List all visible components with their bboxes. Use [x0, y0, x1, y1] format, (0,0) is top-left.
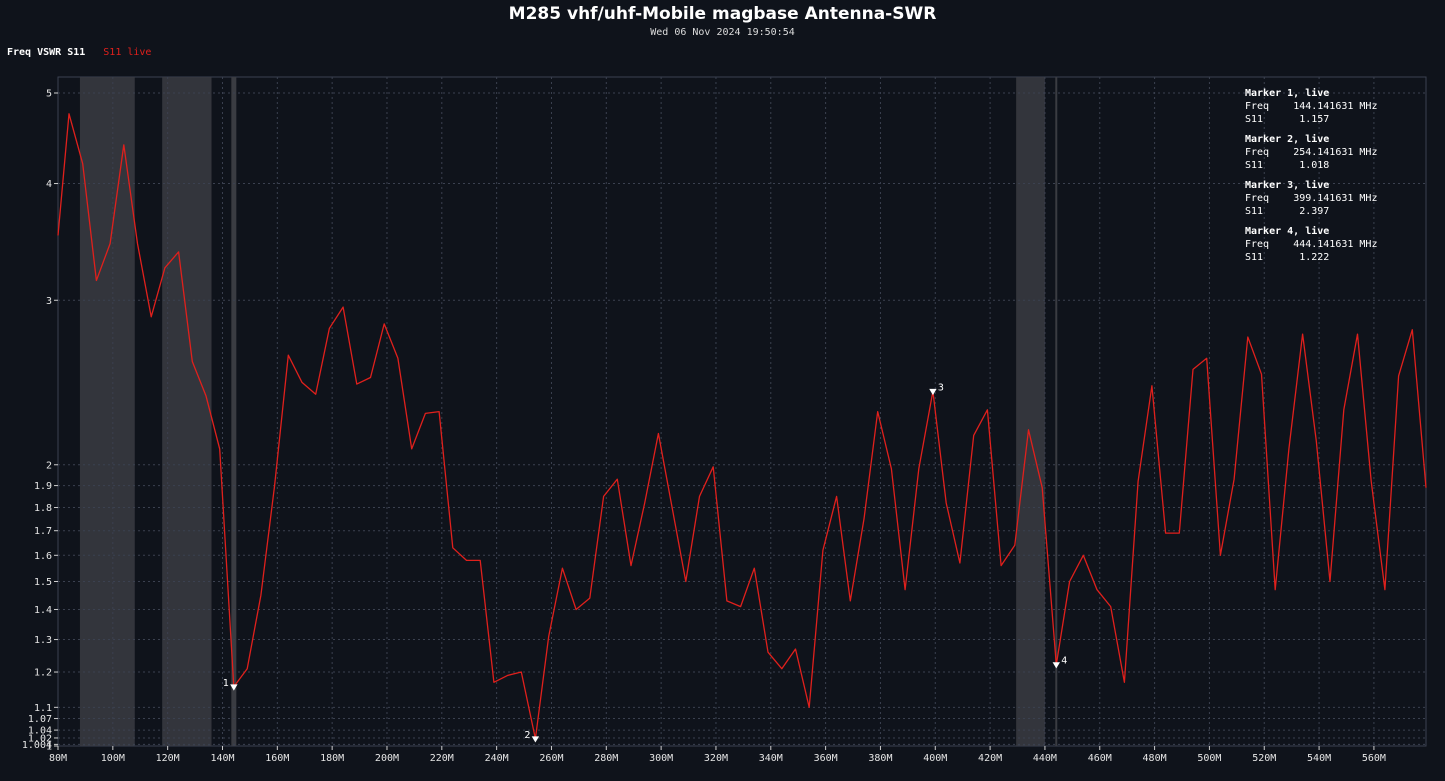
y-tick-label: 3: [46, 296, 52, 307]
x-tick-label: 240M: [485, 753, 509, 764]
x-tick-label: 480M: [1143, 753, 1167, 764]
y-tick-label: 1.7: [34, 526, 52, 537]
marker-title: Marker 2, live: [1245, 134, 1330, 145]
y-tick-label: 1.07: [28, 714, 52, 725]
y-tick-label: 1.8: [34, 503, 52, 514]
s11-value: 1.018: [1299, 160, 1330, 171]
marker-4-point: [1052, 662, 1060, 669]
series-layer: [57, 113, 1427, 740]
marker-1-label: 1: [223, 678, 229, 689]
x-tick-label: 380M: [868, 753, 892, 764]
x-tick-label: 320M: [704, 753, 728, 764]
freq-value: 444.141631 MHz: [1293, 239, 1378, 250]
x-tick-label: 500M: [1197, 753, 1221, 764]
x-tick-label: 440M: [1033, 753, 1057, 764]
s11-label: S11: [1245, 160, 1264, 171]
freq-value: 399.141631 MHz: [1293, 193, 1378, 204]
x-tick-label: 100M: [101, 753, 125, 764]
x-tick-label: 520M: [1252, 753, 1276, 764]
band-highlights: [79, 77, 1058, 746]
s11-label: S11: [1245, 252, 1264, 263]
marker-2-point: [531, 736, 540, 743]
marker-1-point: [230, 684, 238, 691]
band-highlight-1: [162, 77, 212, 746]
x-tick-label: 300M: [649, 753, 673, 764]
x-tick-label: 200M: [375, 753, 399, 764]
y-tick-label: 1.6: [34, 551, 52, 562]
marker-title: Marker 4, live: [1245, 226, 1330, 237]
x-tick-label: 540M: [1307, 753, 1331, 764]
y-tick-label: 2: [46, 460, 52, 471]
y-tick-label: 1.04: [28, 726, 52, 737]
y-tick-label: 1.4: [34, 605, 52, 616]
freq-label: Freq: [1245, 147, 1270, 158]
marker-title: Marker 3, live: [1245, 180, 1330, 191]
freq-value: 254.141631 MHz: [1293, 147, 1378, 158]
x-tick-label: 460M: [1088, 753, 1112, 764]
grid: [57, 77, 1426, 747]
y-tick-label: 1: [46, 742, 52, 753]
s11-label: S11: [1245, 114, 1264, 125]
marker-points: 1 2 3 4: [223, 382, 1067, 743]
freq-value: 144.141631 MHz: [1293, 101, 1378, 112]
x-tick-label: 160M: [265, 753, 289, 764]
s11-value: 2.397: [1299, 206, 1330, 217]
x-tick-label: 180M: [320, 753, 344, 764]
chart-title: M285 vhf/uhf-Mobile magbase Antenna-SWR: [508, 4, 937, 24]
s11-value: 1.222: [1299, 252, 1330, 263]
x-tick-label: 340M: [759, 753, 783, 764]
chart-timestamp: Wed 06 Nov 2024 19:50:54: [650, 27, 795, 38]
y-tick-label: 1.2: [34, 668, 52, 679]
marker-4-readout: Marker 4, live Freq 444.141631 MHz S11 1…: [1245, 225, 1377, 264]
x-tick-label: 120M: [156, 753, 180, 764]
series-line-s11-live: [57, 113, 1427, 740]
marker-title: Marker 1, live: [1245, 88, 1330, 99]
x-tick-label: 260M: [539, 753, 563, 764]
x-tick-label: 420M: [978, 753, 1002, 764]
y-tick-label: 1.5: [34, 577, 52, 588]
legend-series-label[interactable]: S11 live: [103, 47, 152, 58]
s11-label: S11: [1245, 206, 1264, 217]
x-tick-label: 400M: [923, 753, 947, 764]
marker-1-readout: Marker 1, live Freq 144.141631 MHz S11 1…: [1245, 87, 1377, 126]
plot-frame: [57, 76, 1427, 747]
band-highlight-2: [1016, 77, 1045, 746]
freq-label: Freq: [1245, 239, 1270, 250]
marker-readout-panel: Marker 1, live Freq 144.141631 MHz S11 1…: [1245, 87, 1377, 271]
x-tick-label: 280M: [594, 753, 618, 764]
s11-value: 1.157: [1299, 114, 1330, 125]
marker-3-label: 3: [938, 382, 944, 393]
x-tick-label: 560M: [1362, 753, 1386, 764]
marker-2-label: 2: [524, 730, 530, 741]
x-tick-label: 360M: [814, 753, 838, 764]
freq-label: Freq: [1245, 101, 1270, 112]
legend-header: Freq VSWR S11: [7, 47, 86, 58]
y-tick-label: 4: [46, 179, 52, 190]
y-tick-label: 1.3: [34, 635, 52, 646]
marker-2-readout: Marker 2, live Freq 254.141631 MHz S11 1…: [1245, 133, 1377, 172]
y-tick-label: 1.1: [34, 703, 52, 714]
y-tick-label: 1.9: [34, 481, 52, 492]
legend: Freq VSWR S11 S11 live: [7, 47, 151, 58]
y-tick-label: 5: [46, 89, 52, 100]
band-highlight-0: [79, 77, 135, 746]
y-tick-label: 1.02: [28, 733, 52, 744]
marker-3-point: [929, 388, 937, 396]
x-axis-ticks: 80M 100M 120M 140M 160M 180M 200M 220M 240M 260M 2…: [49, 746, 1386, 764]
marker-3-readout: Marker 3, live Freq 399.141631 MHz S11 2…: [1245, 179, 1377, 218]
y-tick-label: 1.004: [22, 740, 52, 751]
marker-4-label: 4: [1061, 656, 1067, 667]
x-tick-label: 80M: [49, 753, 67, 764]
x-tick-label: 220M: [430, 753, 454, 764]
freq-label: Freq: [1245, 193, 1270, 204]
x-tick-label: 140M: [210, 753, 234, 764]
